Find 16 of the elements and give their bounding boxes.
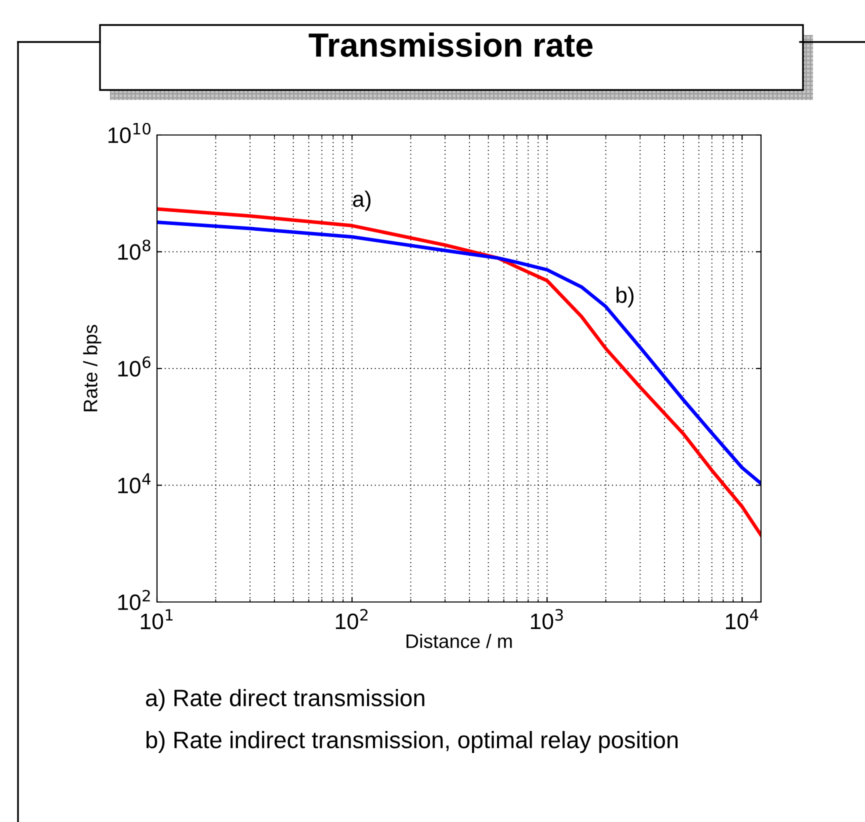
- text: b) Rate indirect transmission, optimal relay position: [146, 730, 678, 754]
- y-tick-label: 10$^{2}$: [118, 590, 150, 610]
- y-axis-title: Rate / bps: [83, 324, 102, 412]
- y-tick-label: 10$^{8}$: [118, 240, 150, 260]
- annotation: b): [616, 286, 634, 308]
- y-tick-label: 10$^{10}$: [108, 122, 150, 144]
- chart-title: Transmission rate: [308, 32, 593, 57]
- x-tick-label: 10$^{2}$: [336, 608, 368, 630]
- text: a) Rate direct transmission: [146, 688, 424, 711]
- annotation: a): [353, 190, 370, 212]
- y-tick-label: 10$^{4}$: [118, 473, 151, 494]
- x-axis-title: Distance / m: [406, 634, 512, 648]
- x-tick-label: 10$^{3}$: [530, 608, 563, 630]
- x-tick-label: 10$^{4}$: [726, 609, 758, 630]
- y-tick-label: 10$^{6}$: [118, 356, 150, 377]
- x-tick-label: 10$^{1}$: [140, 609, 173, 630]
